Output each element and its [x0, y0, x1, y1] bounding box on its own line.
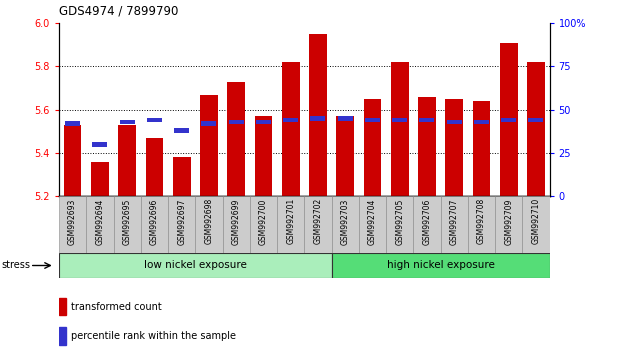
- Bar: [59, 298, 66, 315]
- Bar: [359, 196, 386, 253]
- Bar: [392, 118, 407, 122]
- Bar: [59, 327, 66, 345]
- Text: percentile rank within the sample: percentile rank within the sample: [71, 331, 236, 341]
- Bar: [201, 121, 217, 126]
- Bar: [310, 116, 325, 121]
- Bar: [414, 196, 440, 253]
- Bar: [256, 120, 271, 124]
- Text: GSM992705: GSM992705: [395, 198, 404, 245]
- Bar: [528, 118, 543, 122]
- Text: GSM992710: GSM992710: [532, 198, 540, 244]
- Bar: [304, 196, 332, 253]
- Text: transformed count: transformed count: [71, 302, 161, 312]
- Bar: [229, 120, 243, 124]
- Text: stress: stress: [1, 261, 30, 270]
- Bar: [473, 101, 491, 196]
- Text: GSM992698: GSM992698: [204, 198, 214, 244]
- Bar: [64, 125, 81, 196]
- Bar: [474, 120, 489, 124]
- Bar: [445, 99, 463, 196]
- Bar: [446, 120, 462, 124]
- Text: GSM992708: GSM992708: [477, 198, 486, 244]
- Bar: [222, 196, 250, 253]
- Text: GSM992702: GSM992702: [314, 198, 322, 244]
- Text: GSM992704: GSM992704: [368, 198, 377, 245]
- Text: GSM992706: GSM992706: [422, 198, 432, 245]
- Bar: [363, 99, 381, 196]
- Bar: [500, 42, 517, 196]
- Bar: [419, 118, 435, 122]
- Bar: [200, 95, 218, 196]
- Text: GDS4974 / 7899790: GDS4974 / 7899790: [59, 5, 178, 18]
- Bar: [86, 196, 114, 253]
- Bar: [147, 118, 162, 122]
- Text: high nickel exposure: high nickel exposure: [387, 261, 494, 270]
- Text: GSM992700: GSM992700: [259, 198, 268, 245]
- Text: GSM992695: GSM992695: [122, 198, 132, 245]
- Bar: [495, 196, 522, 253]
- Bar: [283, 118, 298, 122]
- Bar: [386, 196, 414, 253]
- Bar: [120, 120, 135, 124]
- Bar: [365, 118, 380, 122]
- Bar: [59, 196, 86, 253]
- Bar: [93, 142, 107, 147]
- Bar: [282, 62, 299, 196]
- Bar: [250, 196, 277, 253]
- Bar: [501, 118, 516, 122]
- Text: GSM992694: GSM992694: [96, 198, 104, 245]
- Bar: [173, 158, 191, 196]
- Text: GSM992699: GSM992699: [232, 198, 241, 245]
- Bar: [522, 196, 550, 253]
- Text: GSM992707: GSM992707: [450, 198, 459, 245]
- Bar: [309, 34, 327, 196]
- Text: GSM992693: GSM992693: [68, 198, 77, 245]
- Bar: [114, 196, 141, 253]
- Bar: [332, 253, 550, 278]
- Bar: [118, 125, 136, 196]
- Bar: [141, 196, 168, 253]
- Bar: [145, 138, 163, 196]
- Bar: [59, 253, 332, 278]
- Bar: [527, 62, 545, 196]
- Bar: [195, 196, 222, 253]
- Bar: [440, 196, 468, 253]
- Bar: [338, 116, 353, 121]
- Bar: [468, 196, 495, 253]
- Bar: [227, 81, 245, 196]
- Bar: [277, 196, 304, 253]
- Text: GSM992701: GSM992701: [286, 198, 295, 244]
- Bar: [65, 121, 80, 126]
- Text: GSM992696: GSM992696: [150, 198, 159, 245]
- Bar: [332, 196, 359, 253]
- Bar: [391, 62, 409, 196]
- Text: low nickel exposure: low nickel exposure: [144, 261, 247, 270]
- Text: GSM992703: GSM992703: [341, 198, 350, 245]
- Bar: [174, 129, 189, 133]
- Text: GSM992697: GSM992697: [177, 198, 186, 245]
- Bar: [255, 116, 272, 196]
- Bar: [168, 196, 195, 253]
- Bar: [337, 116, 354, 196]
- Bar: [91, 162, 109, 196]
- Text: GSM992709: GSM992709: [504, 198, 513, 245]
- Bar: [418, 97, 436, 196]
